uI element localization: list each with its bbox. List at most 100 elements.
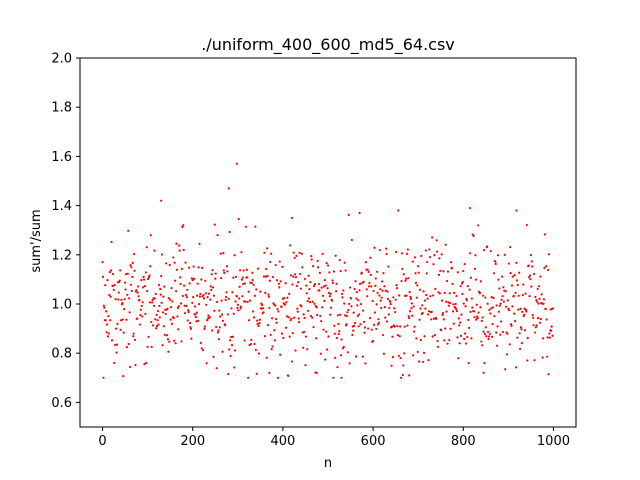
data-point xyxy=(368,281,371,285)
data-point xyxy=(145,246,148,249)
data-point xyxy=(353,321,357,325)
data-point xyxy=(129,263,132,267)
data-point xyxy=(316,266,320,269)
data-point xyxy=(163,285,166,288)
data-point xyxy=(410,307,413,310)
data-point xyxy=(129,283,133,286)
data-point xyxy=(480,340,483,343)
data-point xyxy=(394,250,398,254)
data-point xyxy=(380,296,383,299)
data-point xyxy=(133,269,136,272)
data-point xyxy=(457,357,460,360)
data-point xyxy=(180,340,183,343)
data-point xyxy=(526,336,529,340)
data-point xyxy=(253,342,256,346)
data-point xyxy=(265,356,268,359)
data-point xyxy=(400,252,404,255)
data-point xyxy=(515,261,518,264)
data-point xyxy=(424,307,427,310)
data-point xyxy=(188,321,192,325)
data-point xyxy=(463,337,466,341)
data-point xyxy=(508,343,511,346)
data-point xyxy=(374,277,377,280)
data-point xyxy=(169,318,172,321)
data-point xyxy=(161,344,164,347)
data-point xyxy=(209,285,212,288)
data-point xyxy=(455,294,458,298)
data-point xyxy=(329,292,332,295)
data-point xyxy=(256,322,259,326)
data-point xyxy=(408,317,411,320)
data-point xyxy=(326,348,329,351)
data-point xyxy=(219,252,222,255)
data-point xyxy=(393,307,396,310)
data-point xyxy=(111,272,115,276)
data-point xyxy=(335,282,338,285)
data-point xyxy=(303,330,306,334)
data-point xyxy=(296,310,299,313)
data-point xyxy=(226,313,229,316)
y-tick-label: 1.0 xyxy=(51,298,72,313)
data-point xyxy=(354,280,357,283)
data-point xyxy=(411,314,414,317)
data-point xyxy=(505,305,508,308)
data-point xyxy=(444,327,447,330)
data-point xyxy=(385,247,388,250)
data-point xyxy=(421,311,424,315)
data-point xyxy=(352,311,355,314)
data-point xyxy=(242,282,245,286)
data-point xyxy=(212,355,215,358)
data-point xyxy=(244,225,248,228)
data-point xyxy=(454,302,457,306)
data-point xyxy=(119,328,122,331)
data-point xyxy=(340,338,343,341)
data-point xyxy=(404,277,408,280)
data-point xyxy=(307,297,311,300)
data-point xyxy=(490,296,493,299)
data-point xyxy=(478,292,482,295)
data-point xyxy=(310,255,313,258)
data-point xyxy=(165,334,169,337)
data-point xyxy=(280,305,283,308)
data-point xyxy=(323,278,326,282)
data-point xyxy=(225,291,228,294)
data-point xyxy=(149,234,152,237)
data-point xyxy=(123,281,127,284)
data-point xyxy=(459,334,463,337)
data-point xyxy=(177,328,180,331)
data-point xyxy=(110,240,113,244)
data-point xyxy=(522,283,525,286)
data-point xyxy=(466,335,469,339)
data-point xyxy=(143,284,147,288)
data-point xyxy=(335,336,339,340)
data-point xyxy=(192,295,195,299)
data-point xyxy=(215,367,218,370)
data-point xyxy=(339,269,342,273)
data-point xyxy=(237,309,240,312)
data-point xyxy=(367,327,370,330)
data-point xyxy=(365,288,368,291)
data-point xyxy=(472,234,475,238)
data-point xyxy=(532,324,535,327)
data-point xyxy=(423,335,426,338)
data-point xyxy=(383,306,386,309)
data-point xyxy=(468,288,471,291)
data-point xyxy=(396,325,399,328)
data-point xyxy=(338,330,341,333)
data-point xyxy=(326,287,329,290)
data-point xyxy=(254,225,257,228)
data-point xyxy=(382,272,385,275)
data-point xyxy=(425,293,428,297)
data-point xyxy=(502,286,505,289)
data-point xyxy=(499,333,502,336)
data-point xyxy=(440,253,443,256)
data-point xyxy=(216,233,219,237)
data-point xyxy=(150,320,153,324)
y-tick-label: 1.6 xyxy=(51,150,72,165)
data-point xyxy=(137,295,140,298)
data-point xyxy=(510,324,513,327)
data-point xyxy=(441,311,445,315)
data-point xyxy=(364,261,367,264)
data-point xyxy=(175,268,179,271)
data-point xyxy=(284,303,287,306)
